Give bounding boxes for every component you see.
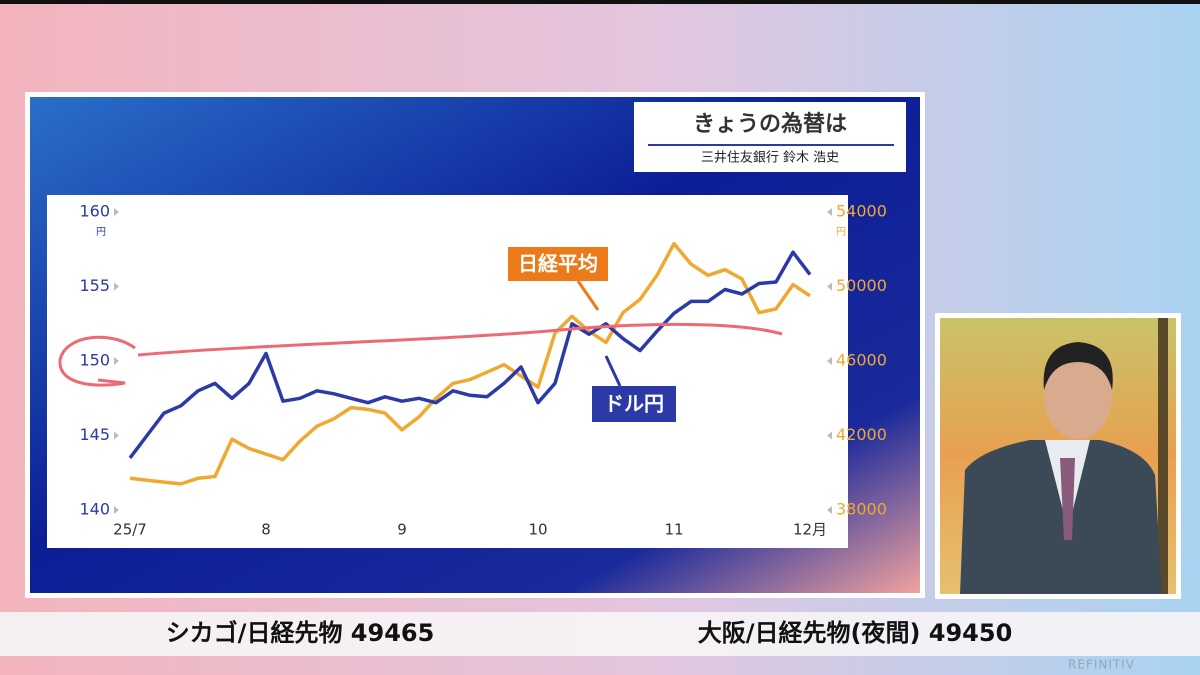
y2-tick-label: 46000 bbox=[836, 351, 887, 370]
header-title: きょうの為替は bbox=[693, 111, 847, 137]
callout-nikkei-label: 日経平均 bbox=[518, 252, 598, 276]
callout-usdjpy-pointer bbox=[604, 355, 622, 387]
series-line bbox=[129, 241, 811, 486]
y2-tick-label: 38000 bbox=[836, 500, 887, 519]
header-box bbox=[634, 102, 906, 172]
y2-tick-label: 50000 bbox=[836, 276, 887, 295]
callout-usdjpy-label: ドル円 bbox=[604, 392, 664, 416]
y-tick-mark bbox=[114, 282, 119, 291]
y-tick-label: 150 bbox=[79, 351, 110, 370]
ticker-item: 大阪/日経先物(夜間) 49450 bbox=[698, 619, 1013, 647]
y-tick-label: 155 bbox=[79, 276, 110, 295]
presenter-tie bbox=[1060, 458, 1075, 540]
y-tick-label: 140 bbox=[79, 500, 110, 519]
hand-drawn-line bbox=[137, 322, 783, 357]
y-tick-mark bbox=[114, 357, 119, 365]
y-tick-mark bbox=[114, 431, 119, 440]
y2-tick-mark bbox=[827, 431, 832, 440]
studio-pillar bbox=[1158, 318, 1168, 594]
x-tick-label: 11 bbox=[664, 521, 683, 539]
x-tick-label: 25/7 bbox=[113, 521, 147, 539]
y2-tick-mark bbox=[827, 506, 832, 514]
chart: 140 145 150 155 160 円 38000 42000 46000 50000 5400… bbox=[79, 202, 886, 539]
y-tick-label: 145 bbox=[79, 425, 110, 444]
header-presenter: 三井住友銀行 鈴木 浩史 bbox=[701, 150, 839, 166]
x-tick-label: 10 bbox=[528, 521, 547, 539]
y-unit: 円 bbox=[96, 227, 106, 238]
y2-tick-mark bbox=[827, 357, 832, 365]
y2-tick-label: 54000 bbox=[836, 202, 887, 221]
top-strip bbox=[0, 0, 1200, 4]
ticker-item: シカゴ/日経先物 49465 bbox=[166, 619, 435, 647]
callout-usdjpy bbox=[592, 386, 676, 422]
y2-unit: 円 bbox=[836, 227, 846, 238]
x-tick-label: 8 bbox=[261, 521, 271, 539]
y2-tick-mark bbox=[827, 282, 832, 291]
y-tick-mark bbox=[114, 506, 119, 514]
presenter-hair bbox=[1043, 342, 1113, 390]
presenter-face bbox=[1044, 351, 1112, 439]
series-line bbox=[128, 250, 812, 459]
plot-area bbox=[47, 195, 848, 548]
callout-nikkei bbox=[508, 247, 608, 281]
ticker-bar bbox=[0, 612, 1200, 656]
y2-tick-mark bbox=[827, 208, 832, 216]
callout-nikkei-pointer bbox=[576, 280, 600, 311]
branding: REFINITIV bbox=[1068, 658, 1135, 672]
x-tick-label: 12月 bbox=[793, 521, 827, 539]
presenter-suit bbox=[960, 440, 1162, 594]
x-tick-label: 9 bbox=[397, 521, 407, 539]
y-tick-label: 160 bbox=[79, 202, 110, 221]
y-tick-mark bbox=[114, 208, 119, 216]
hand-drawn-circle bbox=[58, 335, 136, 387]
y2-tick-label: 42000 bbox=[836, 425, 887, 444]
